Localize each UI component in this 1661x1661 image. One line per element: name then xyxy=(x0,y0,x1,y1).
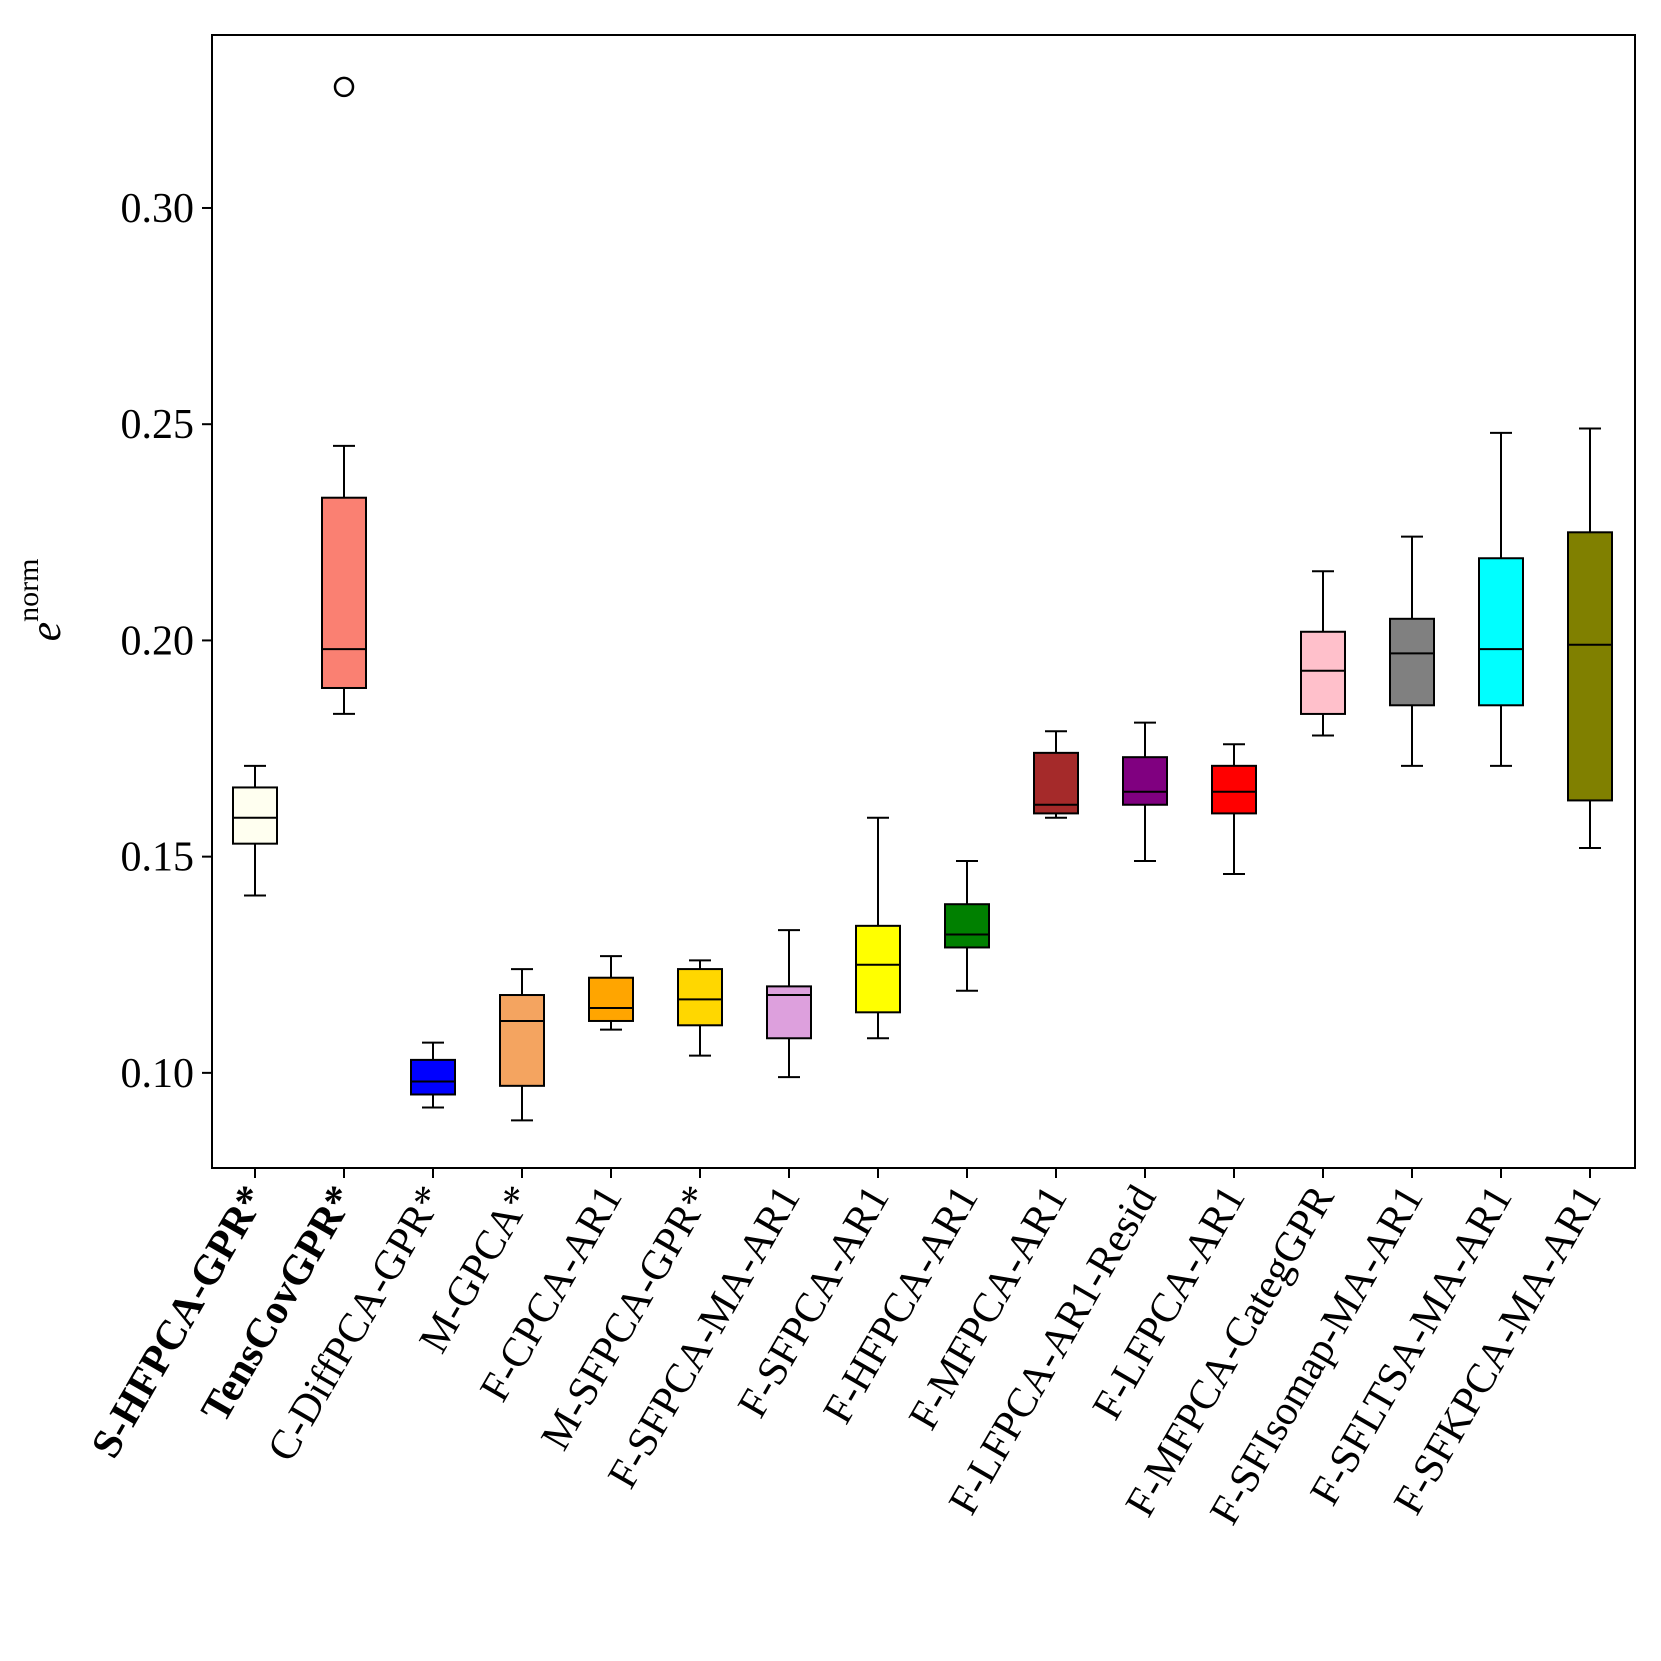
y-axis-ticks: 0.10 0.15 0.20 0.25 0.30 xyxy=(121,186,212,1097)
box-group xyxy=(1033,730,1079,819)
box-iqr xyxy=(1478,557,1524,707)
box-iqr xyxy=(1389,617,1435,707)
y-axis-label-base: e xyxy=(21,622,70,642)
box-group xyxy=(499,968,545,1122)
box-group xyxy=(1478,431,1524,767)
y-tick-label: 0.20 xyxy=(121,618,195,664)
box-iqr xyxy=(1122,756,1168,806)
y-axis-label-superscript: norm xyxy=(12,559,45,622)
box-iqr xyxy=(1567,531,1613,802)
boxes-layer xyxy=(232,76,1613,1122)
box-iqr xyxy=(321,496,367,689)
plot-frame xyxy=(211,34,1636,1169)
box-group xyxy=(410,1041,456,1109)
box-group xyxy=(1389,535,1435,767)
box-iqr xyxy=(1300,630,1346,715)
box-iqr xyxy=(855,924,901,1014)
box-iqr xyxy=(232,786,278,845)
box-group xyxy=(1211,743,1257,875)
box-iqr xyxy=(410,1058,456,1096)
box-iqr xyxy=(499,994,545,1087)
box-group xyxy=(677,959,723,1057)
box-iqr xyxy=(588,976,634,1022)
y-axis-label: enorm xyxy=(12,559,70,642)
outlier-point xyxy=(333,76,355,98)
box-iqr xyxy=(677,968,723,1027)
y-tick-label: 0.30 xyxy=(121,186,195,232)
y-tick-label: 0.10 xyxy=(121,1051,195,1097)
box-group xyxy=(766,929,812,1079)
box-group xyxy=(1122,721,1168,862)
box-group xyxy=(321,76,367,715)
box-group xyxy=(232,764,278,897)
y-tick-label: 0.25 xyxy=(121,402,195,448)
box-group xyxy=(588,955,634,1031)
box-group xyxy=(1567,427,1613,849)
box-group xyxy=(1300,570,1346,737)
box-iqr xyxy=(944,903,990,949)
y-tick-label: 0.15 xyxy=(121,835,195,881)
box-iqr xyxy=(1211,764,1257,815)
box-group xyxy=(944,859,990,992)
box-group xyxy=(855,816,901,1040)
box-iqr xyxy=(1033,751,1079,815)
